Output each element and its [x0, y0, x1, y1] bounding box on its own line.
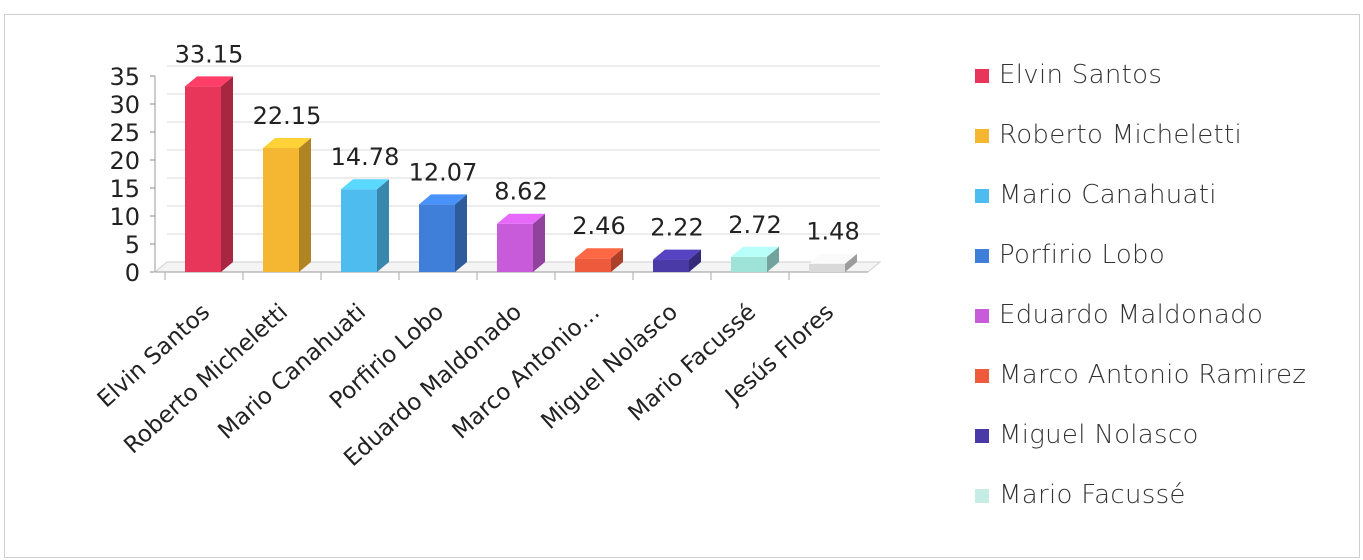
- data-label: 33.15: [175, 40, 244, 68]
- bar-top: [497, 213, 545, 224]
- y-tick-label: 20: [109, 147, 140, 175]
- y-tick-label: 25: [109, 119, 140, 147]
- legend-item: Eduardo Maldonado: [975, 300, 1355, 360]
- bar-front: [653, 259, 689, 272]
- data-label: 2.72: [728, 211, 781, 239]
- legend-swatch: [975, 69, 989, 83]
- category-label: Miguel Nolasco: [537, 299, 684, 435]
- bar-top: [653, 249, 701, 260]
- legend-label: Elvin Santos: [999, 60, 1163, 90]
- bar-side: [221, 76, 233, 272]
- bar: [497, 213, 545, 272]
- bar-side: [689, 249, 701, 272]
- bar-front: [185, 86, 221, 272]
- bar-top: [263, 137, 311, 148]
- y-tick-label: 10: [109, 203, 140, 231]
- bar: [185, 76, 233, 272]
- data-label: 1.48: [806, 218, 859, 246]
- legend-item: Marco Antonio Ramirez: [975, 360, 1355, 420]
- bar-top: [185, 76, 233, 87]
- legend-label: Mario Canahuati: [999, 180, 1217, 210]
- bar-side: [533, 213, 545, 272]
- chart-legend: Elvin Santos Roberto Micheletti Mario Cana…: [975, 60, 1355, 540]
- category-label: Mario Canahuati: [213, 299, 371, 445]
- legend-item: Porfirio Lobo: [975, 240, 1355, 300]
- bar: [575, 248, 623, 272]
- legend-label: Mario Facussé: [999, 480, 1186, 510]
- legend-item: Mario Canahuati: [975, 180, 1355, 240]
- legend-item: Mario Facussé: [975, 480, 1355, 540]
- legend-label: Eduardo Maldonado: [999, 300, 1264, 330]
- legend-label: Porfirio Lobo: [999, 240, 1166, 270]
- bar-side: [767, 246, 779, 272]
- data-label: 2.22: [650, 214, 703, 242]
- bar: [731, 246, 779, 272]
- data-label: 12.07: [409, 158, 478, 186]
- bar: [653, 249, 701, 272]
- bar-side: [455, 194, 467, 272]
- legend-swatch: [975, 489, 989, 503]
- bar-front: [575, 258, 611, 272]
- bar: [809, 253, 857, 272]
- bar-side: [845, 253, 857, 272]
- category-label: Marco Antonio…: [448, 299, 605, 444]
- data-label: 2.46: [572, 212, 625, 240]
- legend-label: Roberto Micheletti: [999, 120, 1243, 150]
- legend-label: Miguel Nolasco: [999, 420, 1199, 450]
- data-label: 8.62: [494, 178, 547, 206]
- legend-swatch: [975, 369, 989, 383]
- legend-item: Miguel Nolasco: [975, 420, 1355, 480]
- legend-swatch: [975, 429, 989, 443]
- bar-front: [497, 223, 533, 272]
- y-tick-label: 5: [125, 231, 140, 259]
- bar-top: [419, 194, 467, 205]
- bar-front: [731, 256, 767, 272]
- legend-item: Elvin Santos: [975, 60, 1355, 120]
- bar-front: [419, 204, 455, 272]
- legend-item: Roberto Micheletti: [975, 120, 1355, 180]
- data-label: 14.78: [331, 143, 400, 171]
- bar: [419, 194, 467, 272]
- bar-top: [731, 246, 779, 257]
- data-label: 22.15: [253, 102, 322, 130]
- bar-front: [341, 189, 377, 272]
- bar-side: [611, 248, 623, 272]
- bar-top: [575, 248, 623, 259]
- legend-swatch: [975, 129, 989, 143]
- bar-top: [809, 253, 857, 264]
- legend-swatch: [975, 189, 989, 203]
- bar: [263, 137, 311, 272]
- y-tick-label: 35: [109, 63, 140, 91]
- bar-front: [809, 263, 845, 272]
- y-tick-label: 30: [109, 91, 140, 119]
- bar-side: [377, 179, 389, 272]
- bar: [341, 179, 389, 272]
- legend-swatch: [975, 309, 989, 323]
- bar-front: [263, 147, 299, 272]
- bar-side: [299, 137, 311, 272]
- legend-swatch: [975, 249, 989, 263]
- legend-label: Marco Antonio Ramirez: [999, 360, 1307, 390]
- y-tick-label: 0: [125, 259, 140, 287]
- y-tick-label: 15: [109, 175, 140, 203]
- bar-top: [341, 179, 389, 190]
